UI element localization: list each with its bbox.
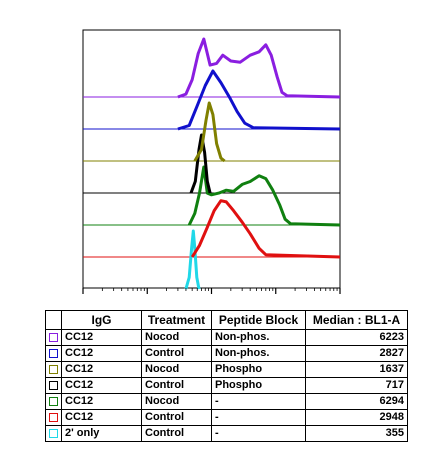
series-curve	[184, 229, 201, 290]
cell-median: 355	[305, 425, 408, 442]
header-igg: IgG	[61, 310, 142, 330]
legend-swatch	[49, 396, 58, 406]
header-median: Median : BL1-A	[305, 310, 408, 330]
legend-swatch	[49, 332, 58, 342]
legend-row: CC12 Control -2948	[45, 409, 408, 426]
cell-treatment: Control	[141, 377, 212, 394]
series-curve	[187, 165, 341, 227]
cell-median: 2827	[305, 345, 408, 362]
cell-median: 6223	[305, 329, 408, 346]
legend-swatch-cell	[45, 377, 62, 394]
cell-treatment: Nocod	[141, 361, 212, 378]
legend-row: 2' only Control -355	[45, 425, 408, 442]
x-axis-ticks	[82, 288, 341, 294]
legend-swatch-cell	[45, 361, 62, 378]
cell-igg: CC12	[61, 361, 142, 378]
series-curve	[193, 101, 226, 163]
histogram-curves	[177, 37, 341, 290]
legend-row: CC12 Control Phospho 717	[45, 377, 408, 394]
cell-median: 6294	[305, 393, 408, 410]
header-swatch	[45, 310, 62, 330]
series-curve	[177, 69, 341, 131]
cell-igg: CC12	[61, 393, 142, 410]
legend-swatch-cell	[45, 329, 62, 346]
cell-igg: CC12	[61, 409, 142, 426]
cell-peptide-block: Non-phos.	[211, 345, 306, 362]
plot-frame	[82, 29, 341, 289]
legend-row: CC12 Nocod Non-phos. 6223	[45, 329, 408, 346]
series-curve	[189, 133, 212, 194]
cell-treatment: Nocod	[141, 329, 212, 346]
series-curve	[177, 37, 341, 99]
cell-peptide-block: -	[211, 393, 306, 410]
legend-table: IgG Treatment Peptide Block Median : BL1…	[45, 310, 408, 442]
legend-swatch	[49, 428, 58, 438]
legend-header-row: IgG Treatment Peptide Block Median : BL1…	[45, 310, 408, 330]
legend-swatch	[49, 348, 58, 358]
cell-treatment: Nocod	[141, 393, 212, 410]
legend-swatch	[49, 364, 58, 374]
cell-treatment: Control	[141, 425, 212, 442]
cell-peptide-block: Phospho	[211, 361, 306, 378]
legend-row: CC12 Control Non-phos. 2827	[45, 345, 408, 362]
legend-swatch-cell	[45, 393, 62, 410]
cell-peptide-block: -	[211, 425, 306, 442]
legend-swatch-cell	[45, 425, 62, 442]
cell-peptide-block: -	[211, 409, 306, 426]
legend-swatch	[49, 380, 58, 390]
cell-igg: CC12	[61, 345, 142, 362]
legend-swatch-cell	[45, 345, 62, 362]
cell-median: 2948	[305, 409, 408, 426]
legend-row: CC12 Nocod Phospho 1637	[45, 361, 408, 378]
histogram-overlay-chart	[82, 29, 341, 294]
baselines	[83, 96, 340, 258]
legend-row: CC12 Nocod -6294	[45, 393, 408, 410]
series-curve	[190, 199, 341, 259]
cell-igg: CC12	[61, 377, 142, 394]
cell-igg: 2' only	[61, 425, 142, 442]
header-treatment: Treatment	[141, 310, 212, 330]
cell-median: 717	[305, 377, 408, 394]
cell-median: 1637	[305, 361, 408, 378]
cell-igg: CC12	[61, 329, 142, 346]
header-peptide-block: Peptide Block	[211, 310, 306, 330]
cell-treatment: Control	[141, 409, 212, 426]
cell-treatment: Control	[141, 345, 212, 362]
cell-peptide-block: Non-phos.	[211, 329, 306, 346]
legend-swatch-cell	[45, 409, 62, 426]
cell-peptide-block: Phospho	[211, 377, 306, 394]
legend-swatch	[49, 412, 58, 422]
